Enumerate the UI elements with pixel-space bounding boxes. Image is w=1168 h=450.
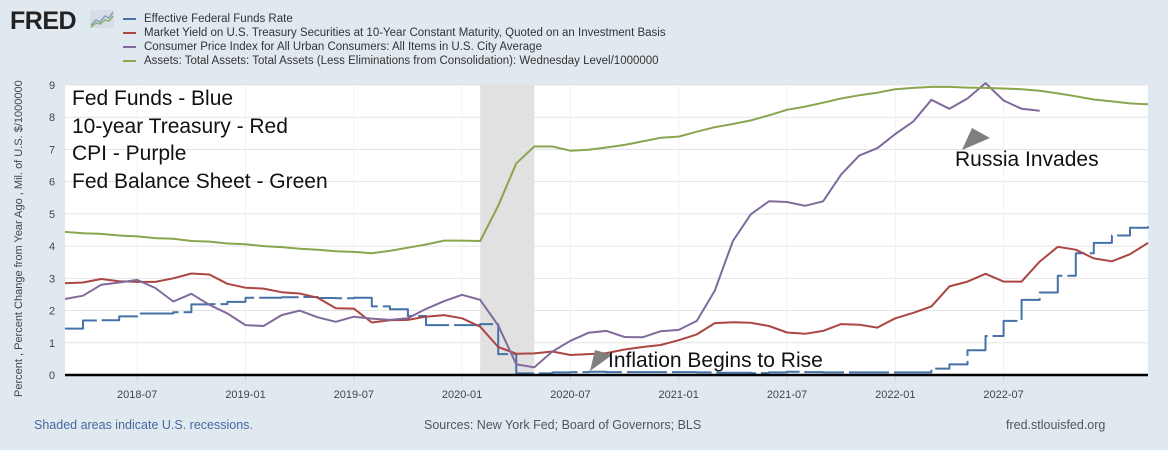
annotation-inflation-rise: Inflation Begins to Rise xyxy=(608,349,823,372)
y-tick-label: 1 xyxy=(49,338,55,350)
legend-label: Consumer Price Index for All Urban Consu… xyxy=(144,41,542,53)
x-tick-label: 2021-07 xyxy=(767,389,807,401)
x-tick-label: 2019-01 xyxy=(225,389,265,401)
y-tick-label: 4 xyxy=(49,241,55,253)
legend-swatch xyxy=(123,60,136,62)
annotation-russia-invades: Russia Invades xyxy=(955,148,1099,171)
chart-legend: Effective Federal Funds Rate Market Yiel… xyxy=(123,12,666,68)
legend-label: Assets: Total Assets: Total Assets (Less… xyxy=(144,55,659,67)
note-fed-funds: Fed Funds - Blue xyxy=(72,87,234,110)
y-tick-label: 9 xyxy=(49,80,55,92)
series-color-notes: Fed Funds - Blue 10-year Treasury - Red … xyxy=(72,85,328,195)
x-tick-label: 2020-01 xyxy=(442,389,482,401)
legend-swatch xyxy=(123,32,136,34)
y-tick-label: 5 xyxy=(49,209,55,221)
y-tick-label: 8 xyxy=(49,112,55,124)
y-tick-label: 7 xyxy=(49,144,55,156)
series-line-fed-assets xyxy=(64,85,1149,255)
y-tick-label: 2 xyxy=(49,306,55,318)
x-tick-label: 2021-01 xyxy=(659,389,699,401)
legend-item-fed-funds[interactable]: Effective Federal Funds Rate xyxy=(123,12,666,26)
annotation-arrow-inflation xyxy=(590,350,612,371)
note-balance-sheet: Fed Balance Sheet - Green xyxy=(72,169,328,193)
site-link[interactable]: fred.stlouisfed.org xyxy=(1006,418,1106,432)
chart-line-icon xyxy=(90,10,114,28)
legend-item-treasury[interactable]: Market Yield on U.S. Treasury Securities… xyxy=(123,26,666,40)
x-tick-label: 2019-07 xyxy=(334,389,374,401)
fred-logo[interactable]: FRED xyxy=(10,7,77,35)
x-tick-label: 2020-07 xyxy=(550,389,590,401)
annotation-arrow-russia xyxy=(962,128,990,150)
legend-item-cpi[interactable]: Consumer Price Index for All Urban Consu… xyxy=(123,40,666,54)
legend-label: Effective Federal Funds Rate xyxy=(144,13,293,25)
x-tick-label: 2018-07 xyxy=(117,389,157,401)
recession-shade xyxy=(480,85,535,375)
series-line-fed-funds xyxy=(65,225,1149,375)
y-tick-label: 0 xyxy=(49,370,55,382)
series-line-cpi xyxy=(64,82,1040,369)
note-cpi: CPI - Purple xyxy=(72,142,187,165)
legend-swatch xyxy=(123,46,136,48)
recession-note-link[interactable]: Shaded areas indicate U.S. recessions. xyxy=(34,418,253,432)
y-tick-label: 6 xyxy=(49,177,55,189)
legend-item-assets[interactable]: Assets: Total Assets: Total Assets (Less… xyxy=(123,54,666,68)
legend-swatch xyxy=(123,18,136,20)
legend-label: Market Yield on U.S. Treasury Securities… xyxy=(144,27,666,39)
y-tick-label: 3 xyxy=(49,273,55,285)
sources-text: Sources: New York Fed; Board of Governor… xyxy=(424,418,702,432)
note-treasury: 10-year Treasury - Red xyxy=(72,114,288,138)
series-line-treasury-10y xyxy=(64,242,1149,356)
x-tick-label: 2022-01 xyxy=(875,389,915,401)
x-tick-label: 2022-07 xyxy=(983,389,1023,401)
